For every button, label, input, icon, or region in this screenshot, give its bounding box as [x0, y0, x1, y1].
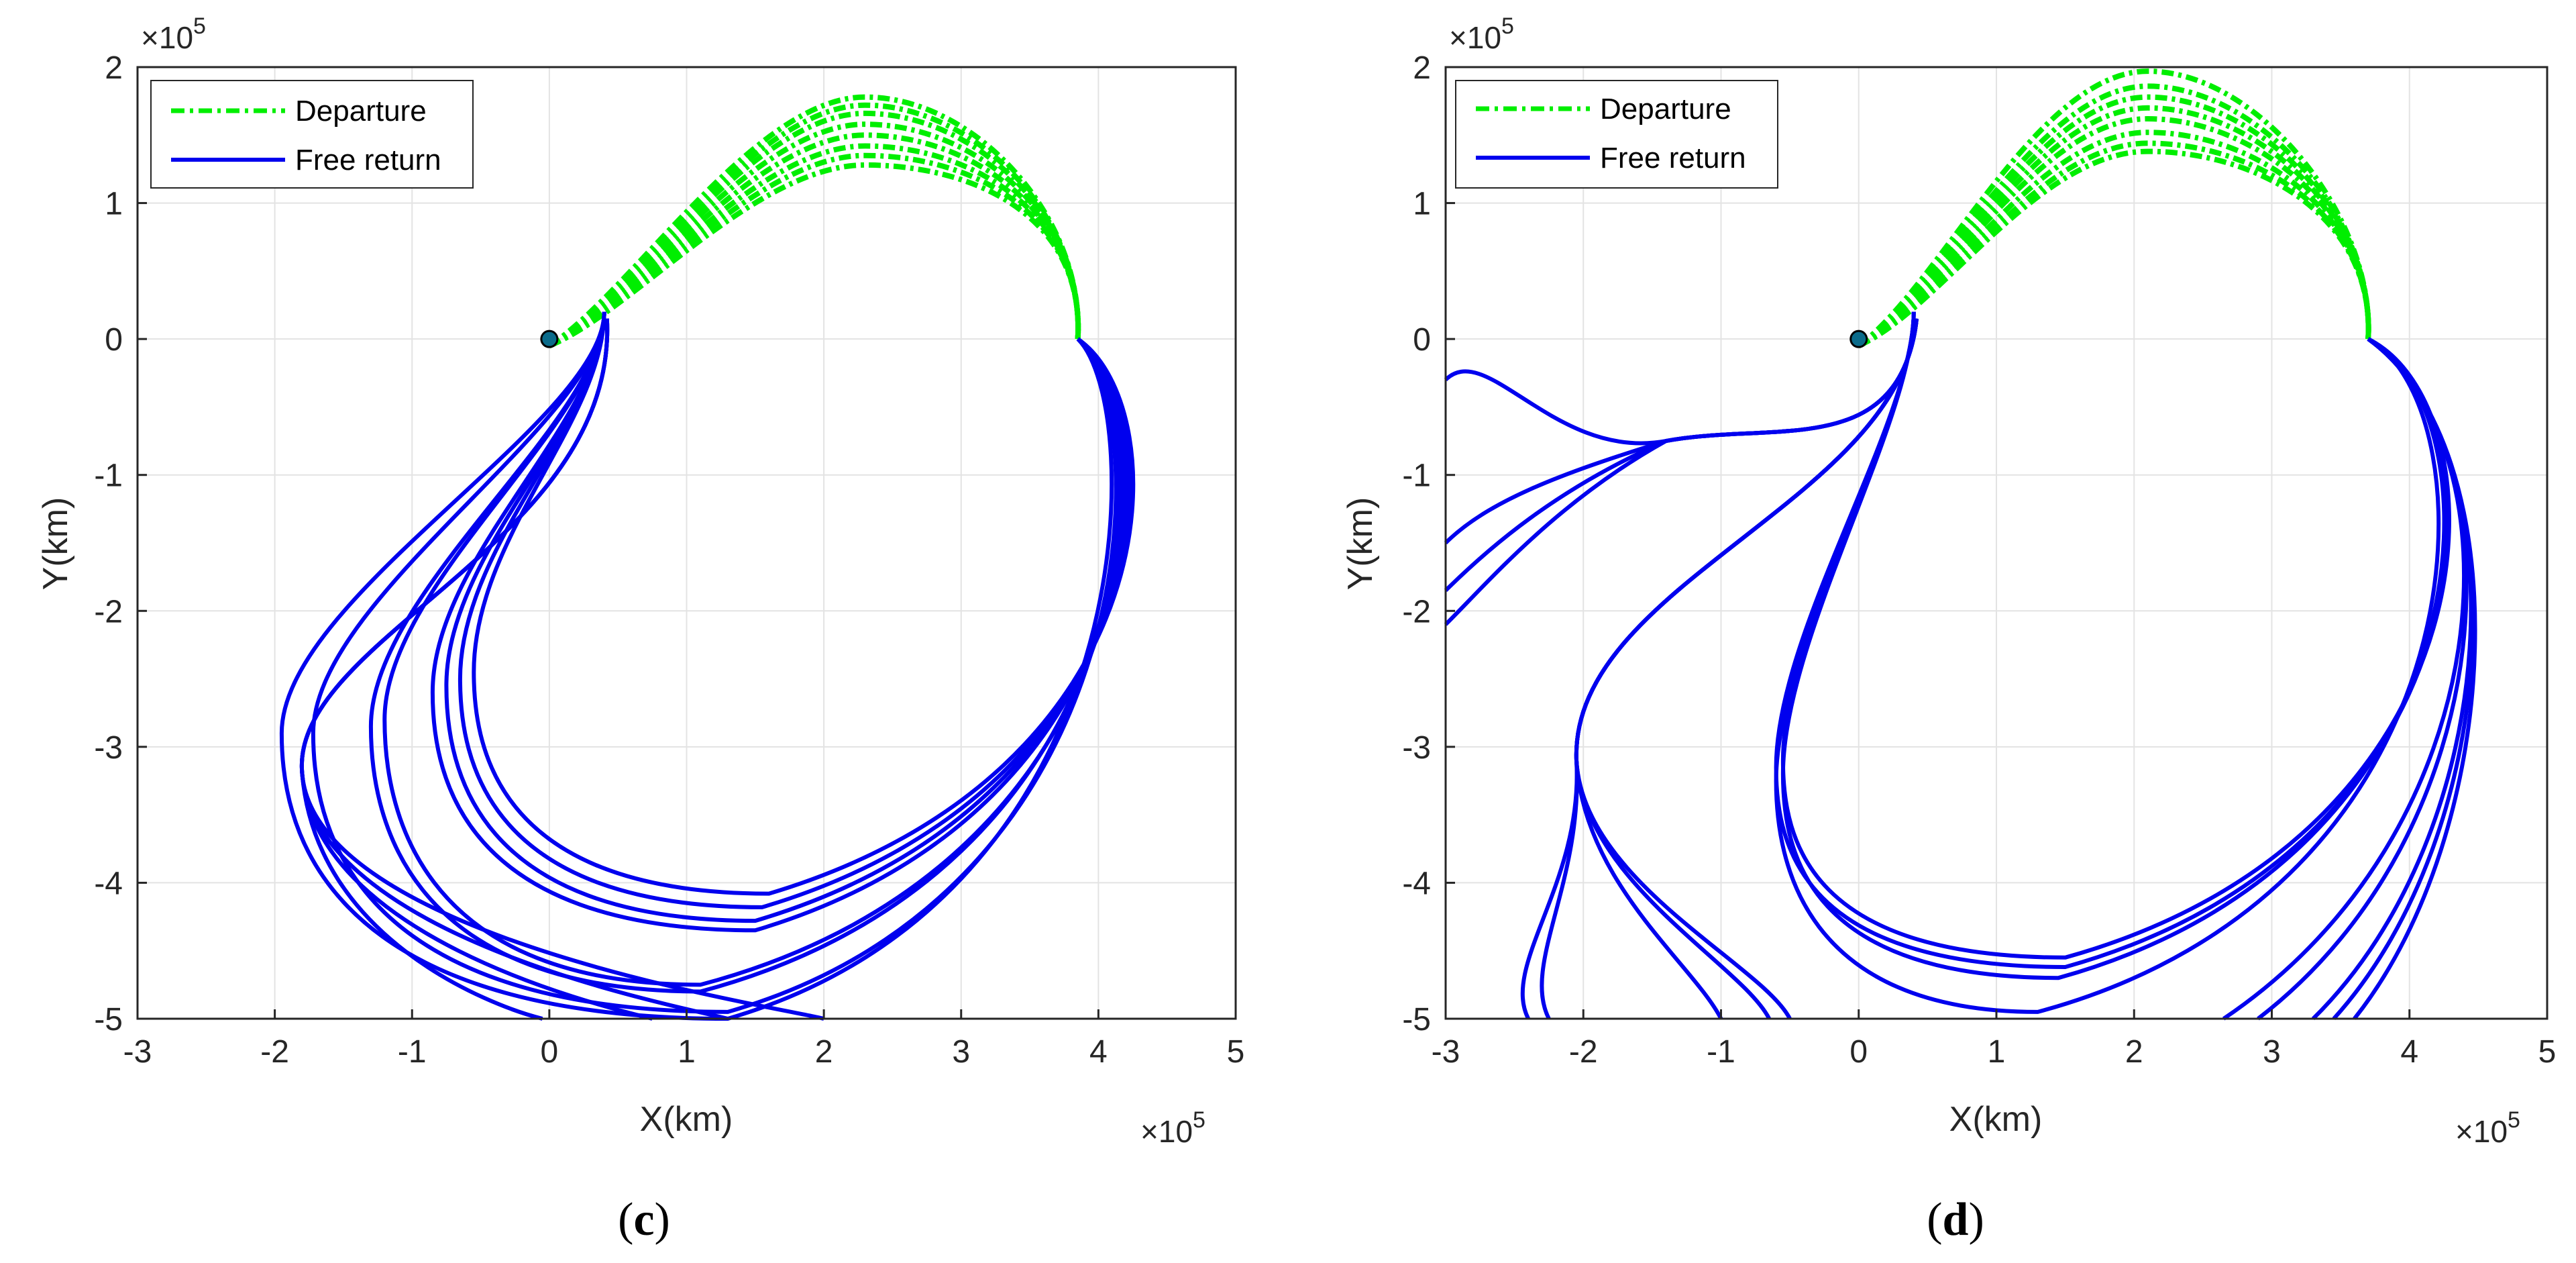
y-multiplier: ×105 [141, 13, 206, 55]
x-tick-label: 2 [815, 1034, 833, 1070]
grid [1445, 66, 2548, 1019]
departure-curve [1857, 94, 2371, 348]
departure-curve [1857, 68, 2371, 348]
y-tick-label: 2 [1413, 50, 1431, 86]
escape-curve [1444, 318, 1919, 626]
escape-curve [1444, 318, 1919, 446]
y-tick-label: -5 [1402, 1002, 1431, 1038]
legend-free-return-label: Free return [295, 144, 441, 176]
free-return-curve [1774, 311, 2450, 970]
x-tick-label: 1 [678, 1034, 696, 1070]
departure-curve [1857, 105, 2371, 348]
departure-curve [1857, 115, 2371, 348]
x-tick-label: -1 [398, 1034, 427, 1070]
free-return-curve [1574, 318, 1919, 1020]
y-tick-label: -1 [94, 458, 123, 494]
axis-ticks: -3 -2 -1 0 1 2 3 4 5 -5 -4 -3 -2 -1 0 1 2 [94, 50, 1244, 1070]
departure-curve [548, 143, 1081, 348]
free-return-curve [300, 318, 609, 1021]
legend-box [150, 80, 474, 189]
escape-curve [1444, 318, 1919, 593]
legend: Departure Free return [1455, 80, 1778, 189]
departure-curve [547, 94, 1081, 348]
y-multiplier: ×105 [1449, 13, 1514, 55]
earth-marker [540, 330, 559, 348]
departure-curve [547, 121, 1081, 348]
x-tick-label: 3 [952, 1034, 970, 1070]
x-axis-label: X(km) [640, 1100, 733, 1139]
trajectory-curves [1444, 68, 2477, 1021]
x-multiplier: ×105 [2455, 1107, 2520, 1149]
free-return-curve [1780, 311, 2447, 980]
legend-departure-label: Departure [295, 95, 427, 128]
x-tick-label: -3 [1432, 1034, 1460, 1070]
departure-curve [547, 102, 1081, 348]
y-tick-label: 1 [105, 187, 123, 222]
free-return-curve [311, 311, 1118, 1014]
y-tick-label: 0 [1413, 322, 1431, 358]
x-tick-label: -2 [260, 1034, 289, 1070]
y-tick-label: -1 [1402, 458, 1431, 494]
y-tick-label: -4 [1402, 866, 1431, 901]
departure-curve [1858, 148, 2371, 348]
departure-curve [1857, 130, 2371, 348]
x-tick-label: 4 [1089, 1034, 1108, 1070]
y-axis-label: Y(km) [1341, 497, 1380, 591]
x-axis-label: X(km) [1949, 1100, 2043, 1139]
legend-departure-label: Departure [1600, 93, 1731, 125]
departure-curve [548, 152, 1081, 348]
y-tick-label: -2 [1402, 594, 1431, 629]
y-tick-label: -5 [94, 1002, 123, 1038]
x-tick-label: -1 [1707, 1034, 1735, 1070]
panel-label: (d) [1927, 1194, 1984, 1246]
legend-free-return-label: Free return [1600, 142, 1746, 174]
free-return-curve [1574, 318, 1919, 1020]
x-tick-label: -3 [123, 1034, 152, 1070]
free-return-curve [444, 311, 1130, 923]
earth-marker [1849, 330, 1868, 348]
panel-d: -3 -2 -1 0 1 2 3 4 5 -5 -4 -3 -2 -1 0 1 2 X(km) Y(km) ×1… [1341, 13, 2556, 1246]
x-tick-label: 2 [2125, 1034, 2143, 1070]
x-tick-label: 0 [541, 1034, 559, 1070]
y-tick-label: -3 [94, 730, 123, 766]
free-return-curve [430, 311, 1128, 933]
free-return-curve [382, 311, 1124, 987]
y-tick-label: 0 [105, 322, 123, 358]
legend: Departure Free return [150, 80, 474, 189]
departure-curve [1857, 83, 2371, 348]
panel-label: (c) [618, 1194, 670, 1246]
free-return-curve [458, 311, 1132, 909]
escape-curve [1444, 318, 1919, 545]
departure-curve [1858, 140, 2371, 348]
free-return-curve [1520, 318, 1919, 1020]
x-tick-label: 0 [1849, 1034, 1868, 1070]
x-tick-label: 5 [1227, 1034, 1245, 1070]
x-tick-label: 4 [2400, 1034, 2418, 1070]
free-return-curve [1574, 318, 1919, 1020]
x-multiplier: ×105 [1140, 1107, 1205, 1149]
x-tick-label: 1 [1988, 1034, 2006, 1070]
trajectory-curves [279, 94, 1136, 1021]
x-tick-label: 3 [2263, 1034, 2281, 1070]
free-return-curve [1774, 311, 2441, 1014]
y-tick-label: -4 [94, 866, 123, 901]
axis-ticks: -3 -2 -1 0 1 2 3 4 5 -5 -4 -3 -2 -1 0 1 2 [1402, 50, 2556, 1070]
y-tick-label: -2 [94, 594, 123, 629]
free-return-curve [2353, 337, 2477, 1020]
y-tick-label: 2 [105, 50, 123, 86]
panel-c: -3 -2 -1 0 1 2 3 4 5 -5 -4 -3 -2 -1 0 1 2 X(km) Y(km) ×1… [36, 13, 1244, 1246]
departure-curve [548, 132, 1081, 348]
x-tick-label: 5 [2538, 1034, 2557, 1070]
y-tick-label: -3 [1402, 730, 1431, 766]
x-tick-label: -2 [1569, 1034, 1598, 1070]
y-tick-label: 1 [1413, 187, 1431, 222]
free-return-curve [279, 311, 1114, 1021]
legend-box [1455, 80, 1778, 189]
y-axis-label: Y(km) [36, 497, 75, 591]
free-return-curve [368, 311, 1122, 994]
